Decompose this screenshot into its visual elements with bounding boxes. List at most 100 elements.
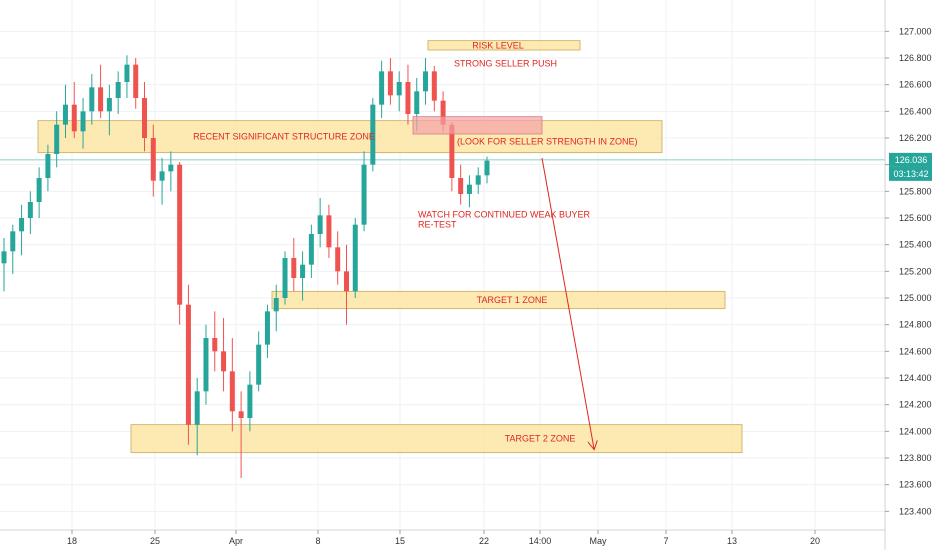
candle-body — [317, 215, 323, 234]
candle-body — [45, 154, 51, 178]
y-tick-label: 123.600 — [899, 480, 932, 490]
candle-body — [27, 202, 33, 218]
y-tick-label: 124.400 — [899, 373, 932, 383]
zone-label-1: RECENT SIGNIFICANT STRUCTURE ZONE — [193, 132, 375, 142]
candle-body — [256, 344, 262, 385]
candle-body — [203, 338, 209, 392]
x-tick-label: Apr — [229, 536, 243, 546]
candle-body — [414, 91, 420, 114]
candle-body — [54, 124, 60, 154]
y-tick-label: 124.600 — [899, 346, 932, 356]
candle-body — [124, 64, 130, 82]
candle-body — [1, 251, 7, 264]
annotation-0: STRONG SELLER PUSH — [454, 58, 557, 68]
candle-body — [106, 98, 112, 112]
zone-rect-0 — [427, 40, 581, 51]
candle-body — [405, 82, 411, 114]
annotations: RISK LEVEL RECENT SIGNIFICANT STRUCTURE Z… — [193, 40, 638, 449]
candle-body — [361, 164, 367, 225]
candle-body — [71, 104, 77, 132]
zone-label-3: TARGET 2 ZONE — [505, 434, 576, 444]
candle-body — [396, 82, 402, 96]
y-axis-ticks: 127.000 126.800 126.600 126.400 126.200 126.0… — [885, 26, 932, 516]
y-tick-label: 125.400 — [899, 240, 932, 250]
last-price-badge-bg — [889, 152, 932, 167]
candle-body — [264, 311, 270, 345]
candle-body — [19, 218, 25, 232]
zones — [37, 40, 743, 454]
candle-body — [62, 104, 68, 125]
y-tick-label: 124.200 — [899, 400, 932, 410]
candle-body — [335, 247, 341, 272]
candle-body — [352, 224, 358, 292]
candle-body — [98, 87, 104, 112]
candle-body — [150, 138, 156, 181]
candle-body — [466, 184, 472, 194]
y-tick-label: 123.800 — [899, 453, 932, 463]
y-tick-label: 125.600 — [899, 213, 932, 223]
candle-body — [475, 175, 481, 185]
candle-body — [431, 71, 437, 101]
x-tick-label: May — [589, 536, 607, 546]
zone-rect-1 — [37, 120, 663, 154]
candle-body — [238, 411, 244, 418]
candle-body — [449, 124, 455, 178]
x-tick-label: 18 — [67, 536, 77, 546]
y-tick-label: 127.000 — [899, 26, 932, 36]
x-tick-label: 22 — [479, 536, 489, 546]
zone-rect-3 — [130, 424, 743, 454]
candle-body — [159, 171, 165, 181]
candle-body — [212, 338, 218, 352]
y-tick-label: 125.200 — [899, 266, 932, 276]
y-tick-label: 126.200 — [899, 133, 932, 143]
zone-rect-2 — [271, 290, 726, 310]
candle-body — [423, 71, 429, 92]
candle-body — [343, 271, 349, 292]
candle-body — [247, 384, 253, 418]
y-tick-label: 124.000 — [899, 426, 932, 436]
candle-body — [142, 98, 148, 138]
x-tick-label: 25 — [150, 536, 160, 546]
price-badges: 126.036 03:13:42 — [889, 152, 932, 181]
y-tick-label: 124.800 — [899, 320, 932, 330]
risk-box — [412, 116, 543, 135]
candle-body — [80, 111, 86, 132]
candle-body — [229, 371, 235, 412]
candle-body — [168, 164, 174, 172]
candle-body — [291, 258, 297, 278]
zone-label-0: RISK LEVEL — [472, 40, 524, 50]
candle-body — [326, 215, 332, 248]
x-tick-label: 20 — [810, 536, 820, 546]
candle-body — [379, 71, 385, 105]
x-axis-ticks: 18 25 Apr 8 15 22 14:00 May 7 13 20 — [67, 530, 820, 546]
y-tick-label: 126.800 — [899, 53, 932, 63]
x-tick-label: 14:00 — [529, 536, 552, 546]
candle-body — [440, 100, 446, 125]
countdown-badge: 03:13:42 — [893, 169, 928, 179]
candle-body — [273, 298, 279, 312]
y-tick-label: 126.600 — [899, 80, 932, 90]
x-tick-label: 13 — [727, 536, 737, 546]
annotation-2: WATCH FOR CONTINUED WEAK BUYER — [418, 210, 591, 220]
candle-body — [89, 87, 95, 112]
y-tick-label: 123.400 — [899, 506, 932, 516]
y-tick-label: 125.000 — [899, 293, 932, 303]
zone-label-2: TARGET 1 ZONE — [477, 295, 548, 305]
candle-body — [370, 104, 376, 165]
candle-body — [185, 304, 191, 425]
projection-arrow — [541, 157, 594, 449]
candle-body — [308, 234, 314, 265]
y-tick-label: 125.800 — [899, 186, 932, 196]
candle-body — [36, 178, 42, 202]
candle-body — [387, 71, 393, 96]
countdown-badge-bg — [889, 166, 932, 181]
candle-body — [194, 391, 200, 425]
annotation-3: RE-TEST — [418, 220, 457, 230]
candle-body — [133, 64, 139, 98]
x-tick-label: 15 — [395, 536, 405, 546]
candle-body — [177, 164, 183, 305]
candles — [1, 55, 490, 478]
